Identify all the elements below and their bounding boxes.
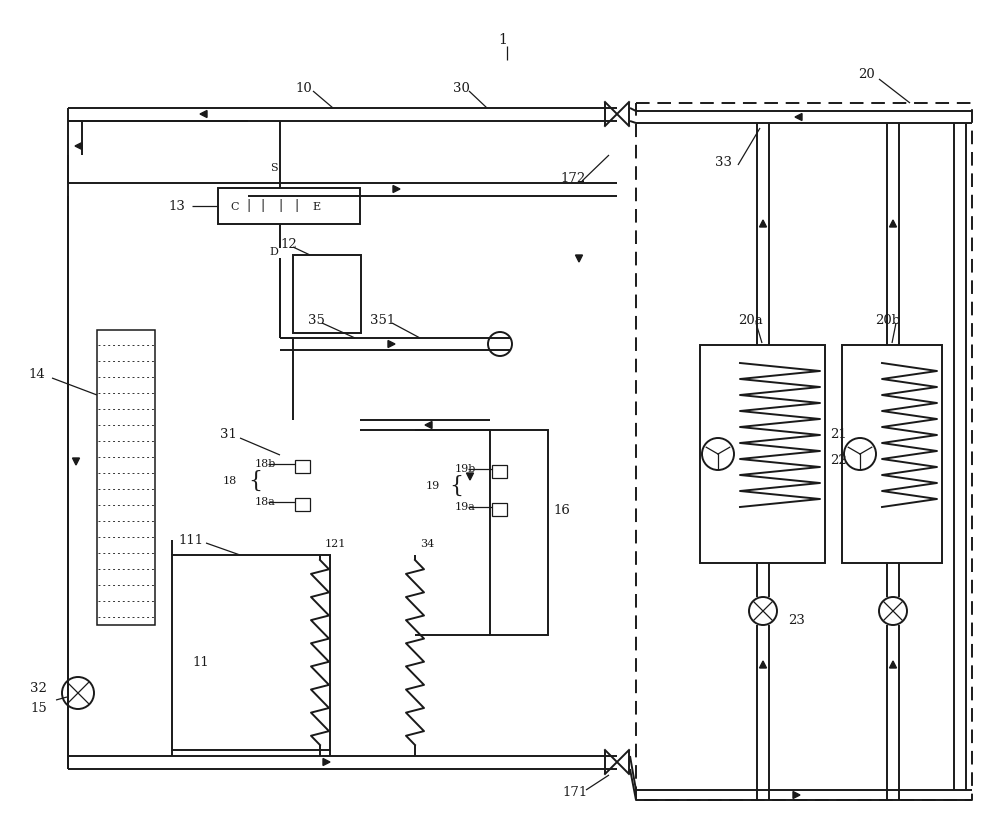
Text: 11: 11 — [192, 655, 209, 669]
Text: 20: 20 — [858, 69, 875, 81]
Text: 16: 16 — [553, 503, 570, 517]
Bar — [293, 255, 361, 333]
Text: 18: 18 — [223, 476, 237, 486]
Text: {: { — [449, 475, 463, 497]
Text: 351: 351 — [370, 314, 395, 326]
Polygon shape — [323, 758, 330, 765]
Text: 34: 34 — [420, 539, 434, 549]
Polygon shape — [200, 111, 207, 117]
Text: 15: 15 — [30, 701, 47, 715]
Text: |: | — [246, 200, 250, 212]
Text: 19: 19 — [426, 481, 440, 491]
Bar — [295, 498, 310, 511]
Polygon shape — [466, 473, 474, 480]
Polygon shape — [576, 255, 582, 262]
Text: 23: 23 — [788, 614, 805, 628]
Text: 18a: 18a — [255, 497, 276, 507]
Text: 18b: 18b — [255, 459, 276, 469]
Text: 35: 35 — [308, 314, 325, 326]
Text: 20b: 20b — [875, 314, 900, 326]
Text: 32: 32 — [30, 681, 47, 695]
Text: 171: 171 — [562, 786, 587, 800]
Bar — [700, 345, 825, 563]
Text: S: S — [270, 163, 278, 173]
Text: 1: 1 — [498, 33, 507, 47]
Text: 172: 172 — [560, 171, 585, 185]
Text: D: D — [270, 247, 278, 257]
Polygon shape — [425, 421, 432, 429]
Polygon shape — [890, 220, 896, 227]
Bar — [295, 460, 310, 473]
Text: 111: 111 — [178, 534, 203, 546]
Text: C: C — [230, 202, 239, 212]
Polygon shape — [793, 791, 800, 799]
Polygon shape — [760, 661, 767, 668]
Polygon shape — [760, 220, 767, 227]
Text: E: E — [312, 202, 320, 212]
Text: 13: 13 — [168, 200, 185, 212]
Text: |: | — [261, 200, 265, 212]
Polygon shape — [75, 143, 82, 149]
Polygon shape — [795, 113, 802, 121]
Text: 20a: 20a — [738, 314, 763, 326]
Bar — [842, 345, 942, 563]
Text: 121: 121 — [325, 539, 346, 549]
Polygon shape — [890, 661, 896, 668]
Polygon shape — [393, 185, 400, 192]
Polygon shape — [72, 458, 80, 465]
Text: 19b: 19b — [455, 464, 476, 474]
Text: |: | — [295, 200, 299, 212]
Text: 21: 21 — [830, 429, 847, 441]
Text: 33: 33 — [715, 155, 732, 169]
Polygon shape — [388, 341, 395, 347]
Text: 19a: 19a — [455, 502, 476, 512]
Text: 30: 30 — [453, 81, 470, 95]
Text: 10: 10 — [295, 81, 312, 95]
Text: 22: 22 — [830, 454, 847, 466]
Text: |: | — [278, 200, 282, 212]
Bar — [218, 188, 360, 224]
Bar — [172, 555, 330, 750]
Bar — [492, 465, 507, 478]
Bar — [492, 503, 507, 516]
Text: {: { — [248, 470, 262, 492]
Text: 31: 31 — [220, 429, 237, 441]
Bar — [490, 430, 548, 635]
Text: 12: 12 — [280, 237, 297, 251]
Bar — [97, 330, 155, 625]
Text: 14: 14 — [28, 368, 45, 382]
